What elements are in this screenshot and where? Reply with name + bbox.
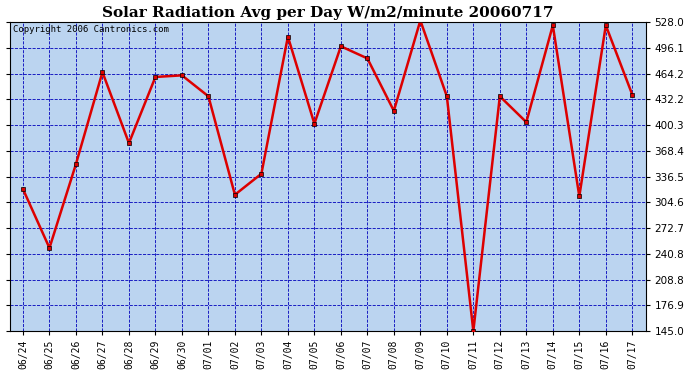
Text: Copyright 2006 Cantronics.com: Copyright 2006 Cantronics.com [13,25,169,34]
Title: Solar Radiation Avg per Day W/m2/minute 20060717: Solar Radiation Avg per Day W/m2/minute … [102,6,553,20]
